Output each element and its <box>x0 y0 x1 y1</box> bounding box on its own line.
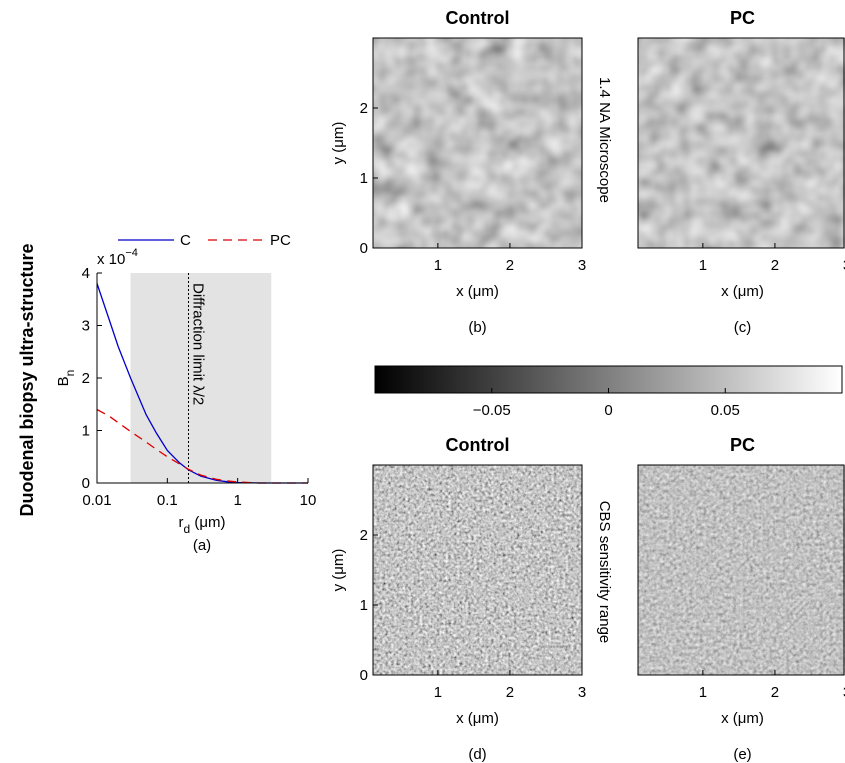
multiplier-exp: −4 <box>125 247 138 259</box>
axes-frame <box>372 464 583 676</box>
x-tick-label: 3 <box>578 684 586 701</box>
multiplier-base: x 10 <box>97 251 125 268</box>
y-tick-label: 1 <box>360 597 368 614</box>
y-tick-label: 3 <box>82 318 90 335</box>
x-tick-label: 3 <box>843 684 845 701</box>
x-axis-label: rd (μm) <box>179 514 226 536</box>
x-tick-label: 2 <box>506 684 514 701</box>
x-tick-label: 1 <box>699 257 707 274</box>
caption: (b) <box>468 319 486 336</box>
x-tick-label: 2 <box>771 684 779 701</box>
y-axis-label: y (μm) <box>330 549 347 592</box>
x-tick-label: 1 <box>699 684 707 701</box>
x-tick-label: 1 <box>434 684 442 701</box>
caption: (d) <box>468 746 486 763</box>
panel-title: PC <box>730 435 755 455</box>
image-texture <box>373 465 582 675</box>
label-unit: (μm) <box>190 514 225 531</box>
series-line <box>96 408 308 484</box>
y-axis-label: y (μm) <box>330 122 347 165</box>
x-axis-label: x (μm) <box>721 710 764 727</box>
colorbar-tick-label: −0.05 <box>473 402 511 419</box>
y-tick-label: 1 <box>82 423 90 440</box>
panel-title: Control <box>446 8 510 28</box>
label-sub: d <box>184 522 191 536</box>
colorbar-tick-label: 0 <box>604 402 612 419</box>
x-tick-label: 2 <box>506 257 514 274</box>
axes-frame <box>637 464 845 676</box>
y-tick-label: 0 <box>82 475 90 492</box>
legend-label: C <box>180 232 191 249</box>
x-axis-label: x (μm) <box>456 710 499 727</box>
caption: (c) <box>734 319 752 336</box>
y-axis-label: Bn <box>55 370 77 387</box>
y-tick-label: 1 <box>360 170 368 187</box>
x-tick-label: 10 <box>300 492 317 509</box>
x-tick-label: 0.01 <box>82 492 111 509</box>
image-texture <box>638 38 845 248</box>
annotation: Diffraction limit λ/2 <box>190 283 207 405</box>
x-axis-label: x (μm) <box>456 283 499 300</box>
x-tick-label: 1 <box>233 492 241 509</box>
y-tick-label: 2 <box>82 370 90 387</box>
row-label: Duodenal biopsy ultra-structure <box>17 243 37 516</box>
x-tick-label: 0.1 <box>157 492 178 509</box>
caption: (a) <box>193 537 211 554</box>
axes-frame <box>637 37 845 249</box>
label-base: r <box>179 514 184 531</box>
y-multiplier: x 10−4 <box>97 247 138 268</box>
x-tick-label: 3 <box>843 257 845 274</box>
y-tick-label: 2 <box>360 527 368 544</box>
side-label: 1.4 NA Microscope <box>596 77 613 203</box>
label-sub: n <box>63 370 77 377</box>
side-label: CBS sensitivity range <box>596 501 613 644</box>
image-texture <box>638 465 845 675</box>
x-tick-label: 3 <box>578 257 586 274</box>
image-texture <box>373 38 582 248</box>
y-tick-label: 0 <box>360 240 368 257</box>
legend-label: PC <box>270 232 291 249</box>
colorbar-tick-label: 0.05 <box>711 402 740 419</box>
y-tick-label: 0 <box>360 667 368 684</box>
label-base: B <box>55 376 72 386</box>
panel-title: PC <box>730 8 755 28</box>
y-tick-label: 2 <box>360 100 368 117</box>
panel-title: Control <box>446 435 510 455</box>
y-tick-label: 4 <box>82 265 90 282</box>
axes-frame <box>372 37 583 249</box>
x-tick-label: 2 <box>771 257 779 274</box>
x-axis-label: x (μm) <box>721 283 764 300</box>
caption: (e) <box>733 746 751 763</box>
x-tick-label: 1 <box>434 257 442 274</box>
